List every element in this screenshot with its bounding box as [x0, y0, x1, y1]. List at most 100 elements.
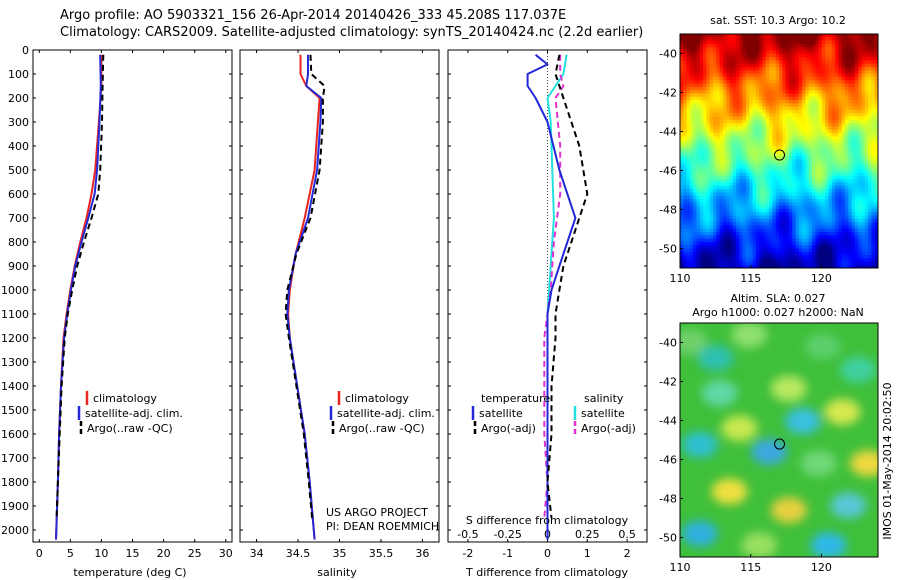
sst-cell: [749, 43, 753, 48]
sst-cell: [815, 248, 819, 253]
sst-cell: [742, 195, 747, 200]
sst-cell: [868, 175, 872, 180]
sst-cell: [699, 57, 704, 61]
sst-cell: [769, 205, 773, 210]
sst-cell: [749, 40, 753, 45]
sst-cell: [798, 159, 803, 164]
sst-cell: [864, 103, 869, 107]
sst-cell: [759, 37, 763, 41]
sst-cell: [795, 258, 800, 263]
sst-cell: [845, 109, 849, 114]
sst-cell: [686, 90, 691, 94]
sst-cell: [746, 258, 750, 263]
sst-cell: [828, 156, 833, 160]
sst-cell: [696, 60, 701, 65]
sst-cell: [696, 205, 701, 210]
sst-cell: [772, 169, 777, 173]
sst-cell: [709, 76, 714, 81]
sst-cell: [795, 139, 800, 144]
sst-cell: [706, 189, 711, 193]
sst-cell: [765, 222, 770, 226]
sst-cell: [838, 34, 843, 38]
sst-cell: [854, 109, 859, 114]
sst-cell: [802, 67, 806, 71]
sst-cell: [779, 109, 783, 114]
sst-cell: [792, 232, 796, 236]
sst-cell: [845, 63, 849, 68]
sst-cell: [769, 182, 773, 187]
sst-cell: [861, 255, 866, 259]
sst-cell: [696, 235, 701, 239]
sst-cell: [838, 182, 843, 187]
sst-cell: [861, 47, 866, 51]
sst-cell: [845, 182, 849, 187]
sst-cell: [680, 192, 684, 197]
sst-cell: [736, 192, 740, 197]
sst-cell: [775, 136, 780, 140]
sst-cell: [749, 156, 753, 160]
sst-cell: [722, 139, 727, 144]
series-line-salinity-satelliteadjclim: [286, 54, 323, 540]
sst-cell: [729, 199, 734, 203]
sst-cell: [871, 179, 876, 183]
sst-cell: [868, 129, 872, 134]
sst-cell: [835, 96, 839, 101]
sst-cell: [798, 93, 803, 98]
sst-cell: [815, 225, 819, 230]
sst-cell: [706, 83, 711, 88]
sst-cell: [719, 129, 724, 134]
sst-cell: [775, 182, 780, 187]
sst-cell: [709, 60, 714, 65]
sst-cell: [775, 50, 780, 55]
sst-cell: [838, 195, 843, 200]
sst-cell: [719, 146, 724, 150]
series-line-differences-salinity-argoadj: [543, 54, 565, 519]
sst-cell: [835, 109, 839, 114]
sst-cell: [742, 80, 747, 84]
sst-cell: [732, 86, 737, 91]
sst-cell: [752, 83, 757, 88]
sst-cell: [749, 47, 753, 51]
sst-cell: [841, 76, 846, 81]
sst-cell: [683, 93, 687, 98]
sst-cell: [689, 73, 694, 78]
sst-cell: [805, 166, 810, 170]
sst-cell: [709, 93, 714, 98]
sst-cell: [798, 202, 803, 206]
sst-cell: [805, 103, 810, 107]
sst-cell: [739, 169, 744, 173]
sst-cell: [693, 192, 697, 197]
sst-cell: [752, 37, 757, 41]
sst-cell: [821, 218, 826, 223]
sst-cell: [742, 106, 747, 111]
sst-cell: [732, 182, 737, 187]
sst-cell: [680, 238, 684, 243]
sst-cell: [821, 245, 826, 249]
sst-cell: [755, 258, 760, 263]
sst-cell: [808, 232, 813, 236]
sst-cell: [858, 90, 862, 94]
sst-cell: [680, 57, 684, 61]
sst-cell: [686, 40, 691, 45]
sst-cell: [838, 208, 843, 213]
sst-cell: [871, 172, 876, 177]
sst-cell: [792, 70, 796, 74]
sst-cell: [736, 146, 740, 150]
sst-cell: [808, 172, 813, 177]
sst-cell: [693, 106, 697, 111]
sst-cell: [838, 241, 843, 246]
sst-cell: [785, 47, 790, 51]
sst-cell: [795, 208, 800, 213]
sst-cell: [749, 261, 753, 266]
sst-cell: [831, 142, 836, 147]
x-tick-label: 0: [544, 547, 551, 560]
sst-cell: [729, 57, 734, 61]
sst-cell: [802, 182, 806, 187]
sst-cell: [864, 149, 869, 154]
sst-cell: [693, 34, 697, 38]
sst-cell: [726, 123, 730, 127]
sst-cell: [808, 34, 813, 38]
sst-cell: [864, 202, 869, 206]
sst-cell: [713, 86, 717, 91]
sst-cell: [762, 175, 767, 180]
